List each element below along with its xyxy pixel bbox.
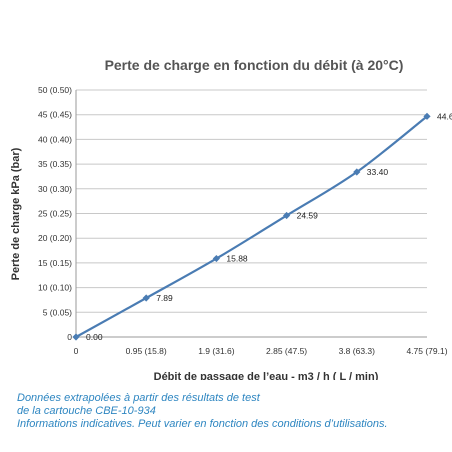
data-points <box>72 112 431 341</box>
data-point <box>72 333 80 341</box>
line-chart: Perte de charge en fonction du débit (à … <box>10 57 452 380</box>
data-point <box>353 168 361 176</box>
data-label: 44.67 <box>437 111 452 121</box>
y-tick-label: 50 (0.50) <box>38 85 72 95</box>
data-label: 33.40 <box>367 167 389 177</box>
x-tick-label: 3.8 (63.3) <box>339 346 376 356</box>
x-tick-label: 0 <box>74 346 79 356</box>
series-line <box>75 115 428 338</box>
data-point <box>142 294 150 302</box>
y-tick-label: 15 (0.15) <box>38 258 72 268</box>
y-tick-label: 0 <box>67 332 72 342</box>
y-tick-label: 40 (0.40) <box>38 134 72 144</box>
footnote-line-2: de la cartouche CBE-10-934 <box>17 405 156 417</box>
footnote-line-1: Données extrapolées à partir des résulta… <box>17 392 260 404</box>
data-label: 7.89 <box>156 293 173 303</box>
footnote-line-3: Informations indicatives. Peut varier en… <box>17 418 388 430</box>
x-tick-label: 4.75 (79.1) <box>406 346 447 356</box>
y-tick-label: 35 (0.35) <box>38 159 72 169</box>
y-tick-label: 20 (0.20) <box>38 233 72 243</box>
y-tick-label: 10 (0.10) <box>38 283 72 293</box>
data-point <box>423 112 431 120</box>
data-label: 24.59 <box>297 211 319 221</box>
y-tick-labels: 0 5 (0.05) 10 (0.10) 15 (0.15) 20 (0.20) 25 (… <box>38 85 72 342</box>
y-axis-label: Perte de charge kPa (bar) <box>10 147 22 280</box>
axes <box>75 90 427 338</box>
y-tick-label: 30 (0.30) <box>38 184 72 194</box>
data-label: 0.00 <box>86 332 103 342</box>
y-tick-label: 45 (0.45) <box>38 110 72 120</box>
x-axis-label: Débit de passage de l’eau - m3 / h ( L /… <box>154 371 379 380</box>
x-tick-label: 1.9 (31.6) <box>198 346 235 356</box>
x-tick-labels: 0 0.95 (15.8) 1.9 (31.6) 2.85 (47.5) 3.8 (63… <box>74 346 448 356</box>
y-tick-label: 5 (0.05) <box>43 307 72 317</box>
x-tick-label: 0.95 (15.8) <box>126 346 167 356</box>
data-point <box>212 254 220 263</box>
data-labels: 0.00 7.89 15.88 24.59 33.40 44.67 <box>86 111 452 342</box>
data-point <box>283 211 291 220</box>
data-label: 15.88 <box>226 254 248 264</box>
y-tick-label: 25 (0.25) <box>38 209 72 219</box>
chart-title: Perte de charge en fonction du débit (à … <box>105 57 404 73</box>
gridlines <box>76 89 427 313</box>
x-tick-label: 2.85 (47.5) <box>266 346 307 356</box>
